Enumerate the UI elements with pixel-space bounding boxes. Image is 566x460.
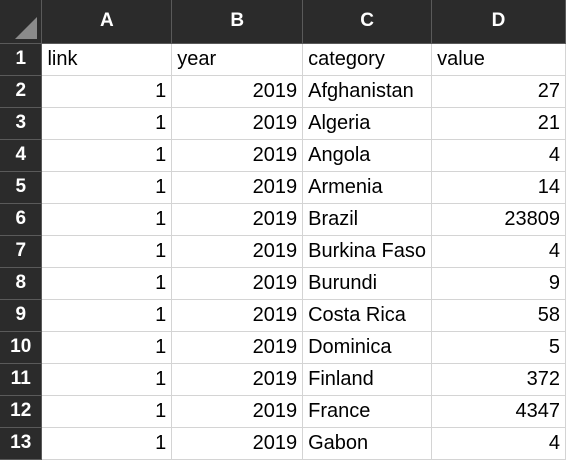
cell-b[interactable]: 2019 [171, 107, 304, 140]
row-header[interactable]: 4 [0, 139, 43, 172]
cell-d[interactable]: 58 [431, 299, 566, 332]
cell-b[interactable]: 2019 [171, 171, 304, 204]
cell-c[interactable]: Angola [302, 139, 433, 172]
table-row: 11 1 2019 Finland 372 [0, 363, 566, 396]
cell-a[interactable]: 1 [41, 139, 173, 172]
table-row: 6 1 2019 Brazil 23809 [0, 203, 566, 236]
select-all-triangle-icon [15, 16, 38, 39]
row-header[interactable]: 13 [0, 427, 43, 460]
cell-b[interactable]: 2019 [171, 395, 304, 428]
cell-d[interactable]: 27 [431, 75, 566, 108]
cell-c[interactable]: Afghanistan [302, 75, 433, 108]
cell-a[interactable]: 1 [41, 427, 173, 460]
cell-b[interactable]: 2019 [171, 427, 304, 460]
column-header-d[interactable]: D [431, 0, 566, 44]
cell-d[interactable]: 4 [431, 235, 566, 268]
row-header[interactable]: 12 [0, 395, 43, 428]
cell-b[interactable]: 2019 [171, 363, 304, 396]
cell-b[interactable]: year [171, 43, 304, 76]
cell-c[interactable]: Costa Rica [302, 299, 433, 332]
cell-d[interactable]: 21 [431, 107, 566, 140]
table-row: 13 1 2019 Gabon 4 [0, 427, 566, 460]
column-header-c[interactable]: C [302, 0, 433, 44]
cell-b[interactable]: 2019 [171, 203, 304, 236]
cell-c[interactable]: Armenia [302, 171, 433, 204]
cell-b[interactable]: 2019 [171, 139, 304, 172]
cell-c[interactable]: Dominica [302, 331, 433, 364]
cell-a[interactable]: link [41, 43, 173, 76]
table-row: 7 1 2019 Burkina Faso 4 [0, 235, 566, 268]
row-header[interactable]: 1 [0, 43, 43, 76]
table-row: 3 1 2019 Algeria 21 [0, 107, 566, 140]
table-row: 8 1 2019 Burundi 9 [0, 267, 566, 300]
cell-d[interactable]: 9 [431, 267, 566, 300]
cell-a[interactable]: 1 [41, 235, 173, 268]
grid-body: 1 link year category value 2 1 2019 Afghanistan 2… [0, 43, 566, 460]
cell-a[interactable]: 1 [41, 363, 173, 396]
cell-a[interactable]: 1 [41, 171, 173, 204]
cell-a[interactable]: 1 [41, 395, 173, 428]
select-all-corner[interactable] [0, 0, 43, 44]
cell-c[interactable]: Gabon [302, 427, 433, 460]
cell-b[interactable]: 2019 [171, 75, 304, 108]
table-row: 1 link year category value [0, 43, 566, 76]
cell-a[interactable]: 1 [41, 267, 173, 300]
cell-d[interactable]: value [431, 43, 566, 76]
cell-d[interactable]: 372 [431, 363, 566, 396]
cell-d[interactable]: 23809 [431, 203, 566, 236]
column-header-b[interactable]: B [171, 0, 304, 44]
table-row: 5 1 2019 Armenia 14 [0, 171, 566, 204]
cell-d[interactable]: 4 [431, 139, 566, 172]
row-header[interactable]: 3 [0, 107, 43, 140]
cell-c[interactable]: Algeria [302, 107, 433, 140]
cell-c[interactable]: Finland [302, 363, 433, 396]
cell-b[interactable]: 2019 [171, 235, 304, 268]
cell-c[interactable]: France [302, 395, 433, 428]
cell-a[interactable]: 1 [41, 203, 173, 236]
cell-c[interactable]: Burkina Faso [302, 235, 433, 268]
cell-a[interactable]: 1 [41, 107, 173, 140]
row-header[interactable]: 8 [0, 267, 43, 300]
cell-c[interactable]: category [302, 43, 433, 76]
table-row: 10 1 2019 Dominica 5 [0, 331, 566, 364]
row-header[interactable]: 9 [0, 299, 43, 332]
cell-c[interactable]: Burundi [302, 267, 433, 300]
table-row: 4 1 2019 Angola 4 [0, 139, 566, 172]
table-row: 12 1 2019 France 4347 [0, 395, 566, 428]
cell-a[interactable]: 1 [41, 331, 173, 364]
row-header[interactable]: 10 [0, 331, 43, 364]
cell-d[interactable]: 4347 [431, 395, 566, 428]
cell-b[interactable]: 2019 [171, 267, 304, 300]
table-row: 2 1 2019 Afghanistan 27 [0, 75, 566, 108]
cell-b[interactable]: 2019 [171, 299, 304, 332]
cell-d[interactable]: 14 [431, 171, 566, 204]
row-header[interactable]: 5 [0, 171, 43, 204]
row-header[interactable]: 6 [0, 203, 43, 236]
row-header[interactable]: 7 [0, 235, 43, 268]
cell-a[interactable]: 1 [41, 75, 173, 108]
cell-d[interactable]: 5 [431, 331, 566, 364]
cell-c[interactable]: Brazil [302, 203, 433, 236]
column-header-row: A B C D [0, 0, 566, 44]
column-header-a[interactable]: A [41, 0, 173, 44]
cell-d[interactable]: 4 [431, 427, 566, 460]
row-header[interactable]: 2 [0, 75, 43, 108]
table-row: 9 1 2019 Costa Rica 58 [0, 299, 566, 332]
cell-a[interactable]: 1 [41, 299, 173, 332]
cell-b[interactable]: 2019 [171, 331, 304, 364]
row-header[interactable]: 11 [0, 363, 43, 396]
